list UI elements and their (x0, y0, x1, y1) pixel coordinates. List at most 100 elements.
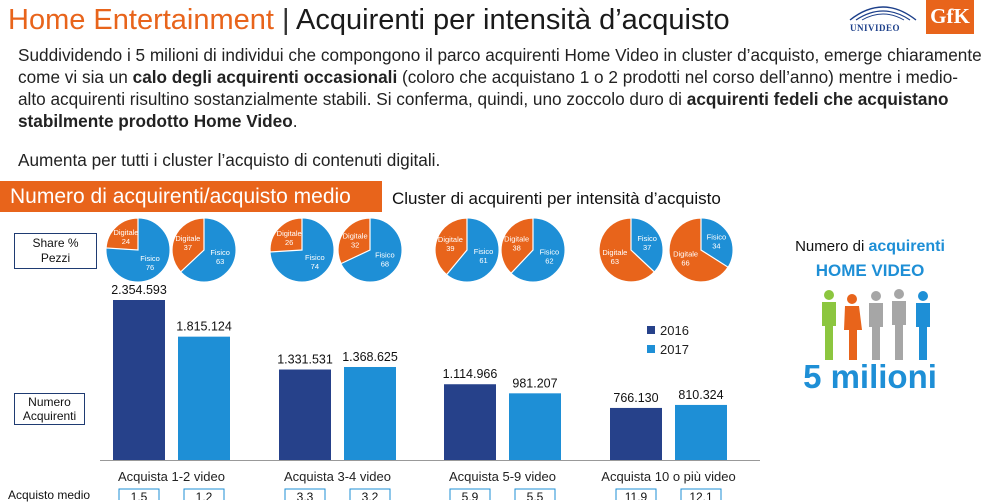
category-label: Acquista 3-4 video (284, 469, 391, 484)
acquisto-medio-box (183, 488, 225, 500)
bar-value-label: 1.815.124 (176, 320, 232, 334)
numero-label-box: Numero Acquirenti (14, 393, 85, 425)
side-big-number: 5 milioni (803, 358, 937, 395)
acquisto-medio-value: 5,5 (527, 490, 544, 500)
category-label: Acquista 5-9 video (449, 469, 556, 484)
category-label: Acquista 10 o più video (601, 469, 735, 484)
acquisto-medio-value: 3,2 (362, 490, 379, 500)
title-separator: | (273, 4, 297, 36)
numero-label-line2: Acquirenti (22, 409, 77, 423)
pie-digitale-label: Digitale (602, 248, 627, 257)
pie-digitale-value: 26 (285, 238, 293, 247)
chart-subtitle: Cluster di acquirenti per intensità d’ac… (392, 189, 721, 208)
pie-digitale-slice (598, 217, 656, 283)
pie-fisico-label: Fisico (375, 250, 395, 259)
bar-2016-3 (444, 384, 496, 460)
legend-label-2016: 2016 (660, 323, 689, 338)
bar-value-label: 1.114.966 (443, 367, 498, 381)
share-label-box: Share % Pezzi (14, 233, 97, 269)
acquisto-medio-value: 5,9 (462, 490, 479, 500)
intro-text-c: (coloro che acquistano 1 o 2 prodotti ne… (18, 67, 959, 109)
acquisto-medio-box (349, 488, 391, 500)
acquisto-medio-box (680, 488, 722, 500)
pie-digitale-label: Digitale (343, 232, 368, 241)
bar-value-label: 1.331.531 (277, 353, 333, 367)
pie-digitale-value: 38 (512, 244, 520, 253)
section-title: Numero di acquirenti/acquisto medio (0, 181, 382, 212)
pie-digitale-value: 66 (681, 258, 689, 267)
person-icon-3 (869, 291, 883, 360)
pie-digitale-label: Digitale (277, 229, 302, 238)
legend-swatch-2016 (647, 326, 655, 334)
acquisto-medio-box (514, 488, 556, 500)
acquisto-medio-box (615, 488, 657, 500)
pie-digitale-slice (171, 217, 205, 273)
acquisto-medio-box (449, 488, 491, 500)
pie-digitale-value: 39 (446, 244, 454, 253)
title-part2: Acquirenti per intensità d’acquisto (296, 4, 730, 36)
acquisto-medio-box (284, 488, 326, 500)
pie-fisico-label: Fisico (637, 234, 657, 243)
intro-text-e: . (292, 111, 298, 131)
title-part1: Home Entertainment (8, 4, 274, 36)
bar-2017-1 (178, 336, 230, 460)
pie-digitale-slice (337, 217, 371, 265)
pie-digitale-value: 37 (184, 243, 192, 252)
pie-digitale-slice (269, 217, 303, 253)
pie-fisico-label: Fisico (140, 254, 160, 263)
pie-digitale-label: Digitale (438, 235, 463, 244)
numero-label-line1: Numero (28, 395, 71, 409)
share-label-line2: Pezzi (40, 251, 71, 265)
bar-2016-2 (279, 369, 331, 460)
pie-fisico-label: Fisico (210, 248, 230, 257)
side-label-1a: Numero di (795, 238, 869, 255)
side-label-1: Numero di acquirenti (780, 238, 960, 256)
pie-digitale-value: 24 (122, 237, 130, 246)
bar-value-label: 981.207 (512, 376, 557, 390)
intro-paragraph: Suddividendo i 5 milioni di individui ch… (18, 44, 983, 132)
pie-digitale-label: Digitale (113, 228, 138, 237)
pie-fisico-value: 61 (479, 256, 487, 265)
share-label-line1: Share % (32, 236, 79, 250)
legend-swatch-2017 (647, 345, 655, 353)
side-label-1b: acquirenti (868, 238, 945, 255)
pie-digitale-slice (500, 217, 534, 275)
bar-2017-2 (344, 366, 396, 460)
person-icon-2 (844, 294, 862, 360)
page-title: Home Entertainment | Acquirenti per inte… (8, 4, 730, 37)
side-label-2: HOME VIDEO (815, 261, 925, 280)
pie-digitale-slice (105, 217, 139, 251)
pie-fisico-value: 68 (381, 259, 389, 268)
acquisto-medio-value: 1,2 (196, 490, 213, 500)
pie-fisico-label: Fisico (540, 247, 560, 256)
bar-value-label: 2.354.593 (111, 283, 167, 297)
acquisto-medio-box (118, 488, 160, 500)
univideo-logo-icon (849, 6, 917, 21)
intro-text-d-bold: acquirenti fedeli che acquistano stabilm… (18, 89, 949, 131)
person-icon-4 (892, 289, 906, 360)
bar-value-label: 766.130 (613, 391, 658, 405)
bar-2016-4 (610, 407, 662, 460)
pie-fisico-value: 62 (545, 256, 553, 265)
pie-digitale-slice (668, 217, 729, 283)
univideo-logo-text: UNIVIDEO (850, 23, 901, 33)
acquisto-medio-value: 11,9 (625, 490, 648, 500)
acquisto-medio-label: Acquisto medio (8, 488, 91, 502)
pie-fisico-value: 34 (712, 242, 720, 251)
bar-value-label: 810.324 (678, 388, 723, 402)
intro-text-a: Suddividendo i 5 milioni di individui ch… (18, 45, 982, 87)
pie-fisico-value: 37 (643, 243, 651, 252)
gfk-logo: GfK (926, 0, 974, 34)
acquisto-medio-value: 3,3 (297, 490, 314, 500)
bar-2017-4 (675, 404, 727, 460)
bar-2017-3 (509, 393, 561, 460)
bar-2016-1 (113, 300, 165, 460)
acquisto-medio-value: 1,5 (131, 490, 148, 500)
pie-digitale-label: Digitale (175, 234, 200, 243)
people-group-icon (822, 289, 930, 360)
pie-digitale-label: Digitale (673, 249, 698, 258)
acquisto-medio-value: 12,1 (689, 490, 713, 500)
bar-value-label: 1.368.625 (342, 350, 398, 364)
pie-digitale-value: 63 (611, 257, 619, 266)
